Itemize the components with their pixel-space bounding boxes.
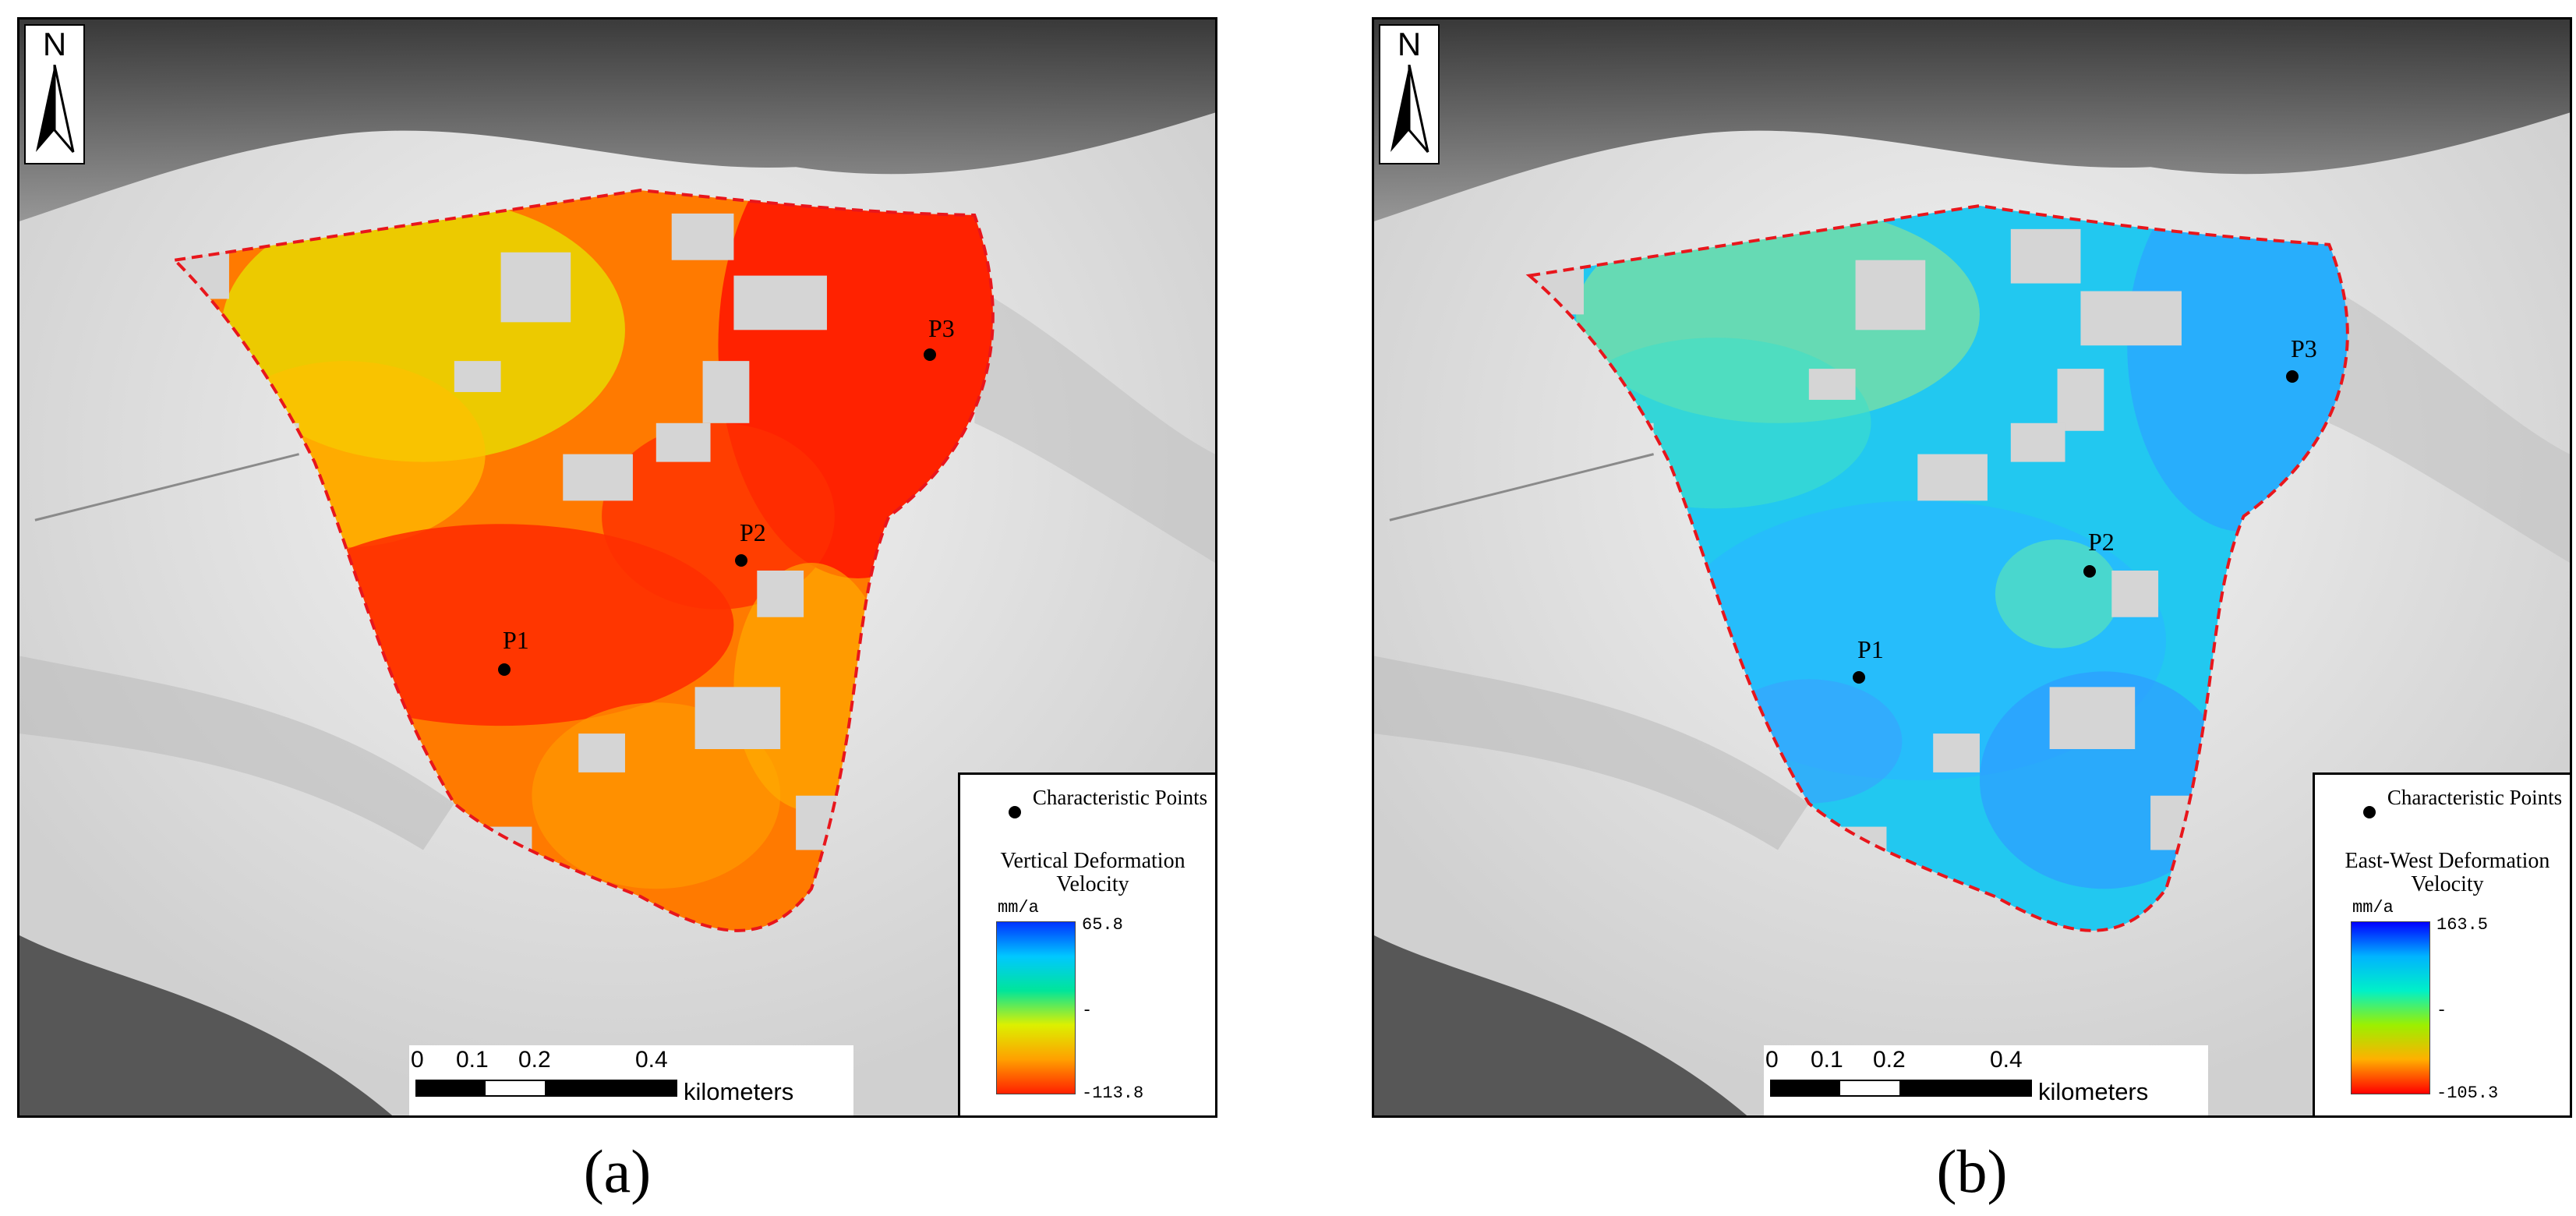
hillshade-shadow [974, 291, 1215, 564]
legend-a: Characteristic Points Vertical Deformati… [958, 772, 1215, 1115]
point-label-p1: P1 [1857, 635, 1884, 663]
north-arrow: N [1379, 24, 1440, 164]
legend-point-symbol [1009, 806, 1021, 818]
point-label-p2: P2 [740, 518, 766, 546]
legend-color-ramp [2351, 921, 2430, 1094]
scale-segment [415, 1080, 486, 1097]
scale-tick-0: 0 [411, 1047, 424, 1073]
north-arrow-icon [1390, 65, 1429, 153]
point-label-p3: P3 [2291, 334, 2317, 362]
legend-mid-tick: - [2436, 1001, 2447, 1020]
scale-bar: 0 0.1 0.2 0.4 kilometers [1764, 1045, 2208, 1115]
point-label-p2: P2 [2088, 528, 2115, 556]
scale-unit: kilometers [2038, 1078, 2149, 1105]
north-arrow: N [24, 24, 85, 164]
scale-tick-0-4: 0.4 [1990, 1047, 2023, 1073]
legend-points-label: Characteristic Points [1032, 786, 1208, 809]
panel-label-b: (b) [1936, 1137, 2008, 1205]
hillshade-shadow [2329, 291, 2570, 564]
scale-tick-0: 0 [1765, 1047, 1779, 1073]
scale-tick-0-2: 0.2 [1873, 1047, 1906, 1073]
legend-unit: mm/a [998, 898, 1039, 917]
hillshade-valley [1374, 935, 1747, 1115]
scale-segment [1899, 1080, 2032, 1097]
scale-tick-0-1: 0.1 [456, 1047, 489, 1073]
legend-max: 163.5 [2436, 915, 2489, 935]
scale-tick-0-2: 0.2 [518, 1047, 551, 1073]
legend-title: East-West Deformation Velocity [2345, 849, 2550, 896]
landslide-boundary [1525, 203, 2349, 932]
legend-color-ramp [996, 921, 1076, 1094]
legend-b: Characteristic Points East-West Deformat… [2313, 772, 2570, 1115]
road-line [1389, 453, 1654, 521]
scale-segment [484, 1080, 546, 1097]
north-letter: N [42, 26, 67, 62]
map-panel-b: N P1 P2 P3 0 0.1 0.2 0.4 kilometers Char… [1372, 17, 2572, 1118]
legend-mid-tick: - [1082, 1001, 1093, 1020]
characteristic-point-p1 [498, 663, 511, 676]
map-panel-a: N P1 P2 P3 0 0.1 0.2 0.4 kilometers Char… [17, 17, 1217, 1118]
hillshade-ridge [1374, 19, 2570, 221]
legend-point-symbol [2363, 806, 2376, 818]
scale-unit: kilometers [684, 1078, 794, 1105]
landslide-boundary [171, 189, 995, 932]
panel-label-a: (a) [583, 1137, 652, 1205]
legend-min: -105.3 [2436, 1083, 2499, 1103]
characteristic-point-p3 [924, 348, 936, 361]
map-canvas-a [19, 19, 1215, 1115]
scale-tick-0-4: 0.4 [635, 1047, 668, 1073]
hillshade-valley [19, 935, 393, 1115]
north-arrow-icon [36, 65, 75, 153]
north-letter: N [1397, 26, 1422, 62]
characteristic-point-p2 [735, 554, 747, 567]
point-label-p3: P3 [928, 314, 955, 342]
scale-segment [1770, 1080, 1840, 1097]
characteristic-point-p1 [1853, 671, 1865, 684]
hillshade-shadow [1374, 656, 1809, 850]
legend-min: -113.8 [1082, 1083, 1144, 1103]
legend-title: Vertical Deformation Velocity [1000, 849, 1186, 896]
scale-segment [545, 1080, 677, 1097]
legend-points-label: Characteristic Points [2387, 786, 2563, 809]
scale-segment [1839, 1080, 1901, 1097]
hillshade-shadow [19, 656, 454, 850]
hillshade-ridge [19, 19, 1215, 221]
characteristic-point-p2 [2083, 565, 2096, 578]
scale-bar: 0 0.1 0.2 0.4 kilometers [409, 1045, 853, 1115]
characteristic-point-p3 [2286, 370, 2299, 383]
point-label-p1: P1 [503, 626, 529, 654]
legend-max: 65.8 [1082, 915, 1123, 935]
road-line [34, 453, 299, 521]
legend-unit: mm/a [2352, 898, 2394, 917]
scale-tick-0-1: 0.1 [1811, 1047, 1843, 1073]
